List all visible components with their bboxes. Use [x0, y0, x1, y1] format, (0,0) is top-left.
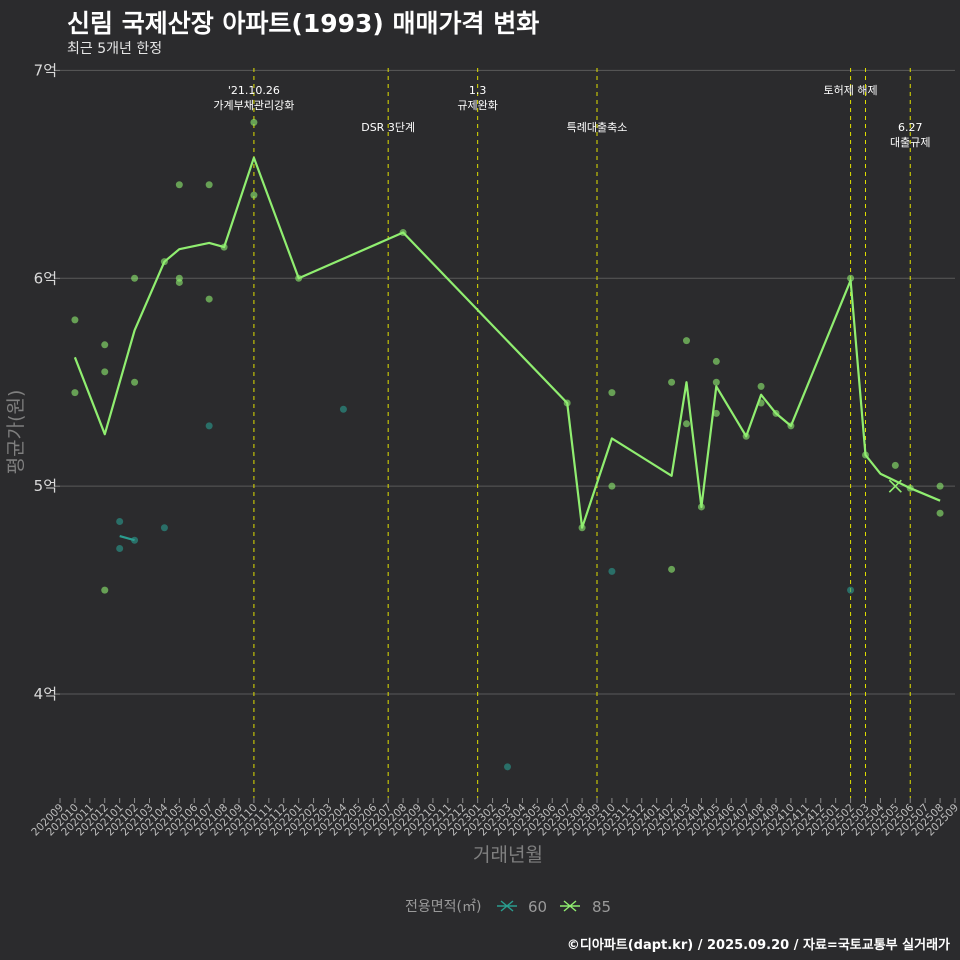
data-point-85 — [101, 368, 109, 376]
data-point-85 — [936, 482, 944, 490]
data-point-85 — [101, 586, 109, 594]
data-point-85 — [668, 565, 676, 573]
data-point-60 — [205, 422, 213, 430]
x-axis-title: 거래년월 — [473, 844, 543, 866]
data-point-60 — [160, 524, 168, 532]
cross-marker-85 — [888, 479, 902, 493]
data-point-85 — [712, 409, 720, 417]
event-label: 6.27 — [898, 121, 923, 134]
legend-key-60 — [497, 900, 517, 912]
data-point-60 — [847, 586, 855, 594]
data-point-85 — [131, 378, 139, 386]
source-caption: ©디아파트(dapt.kr) / 2025.09.20 / 자료=국토교통부 실… — [566, 938, 950, 953]
data-point-85 — [131, 274, 139, 282]
data-point-85 — [712, 357, 720, 365]
event-label: DSR 3단계 — [361, 121, 415, 134]
data-point-85 — [712, 378, 720, 386]
data-point-85 — [205, 181, 213, 189]
data-point-85 — [175, 278, 183, 286]
legend-label-60: 60 — [528, 898, 547, 916]
y-tick-label: 4억 — [34, 685, 57, 703]
data-point-85 — [71, 389, 79, 397]
series-line-85 — [73, 156, 941, 529]
data-point-85 — [205, 295, 213, 303]
chart-subtitle: 최근 5개년 한정 — [67, 41, 163, 57]
data-point-85 — [608, 482, 616, 490]
data-point-60 — [116, 518, 124, 526]
data-point-85 — [683, 420, 690, 428]
data-point-85 — [891, 461, 899, 469]
data-point-85 — [683, 337, 690, 345]
legend: 전용면적(㎡) 60 85 — [405, 898, 611, 916]
data-point-85 — [847, 274, 855, 282]
y-axis-ticks: 4억 5억 6억 7억 — [34, 61, 60, 703]
event-label: 특례대출축소 — [567, 121, 628, 134]
legend-title: 전용면적(㎡) — [405, 899, 481, 915]
legend-key-85 — [560, 900, 580, 912]
y-axis-title: 평균가(원) — [5, 390, 27, 475]
data-point-85 — [175, 181, 183, 189]
data-point-85 — [608, 389, 616, 397]
data-point-60 — [608, 567, 616, 575]
grid-lines — [60, 69, 955, 695]
y-tick-label: 5억 — [34, 477, 57, 495]
event-label: 1.3 — [469, 84, 487, 97]
series-layer — [71, 118, 944, 771]
data-point-85 — [757, 382, 765, 390]
data-point-85 — [101, 341, 109, 349]
data-point-85 — [936, 509, 944, 517]
event-label: 대출규제 — [890, 136, 930, 149]
series-line-60 — [119, 535, 135, 542]
y-tick-label: 6억 — [34, 269, 57, 287]
event-label: '21.10.26 — [228, 84, 280, 97]
data-point-85 — [71, 316, 79, 324]
data-point-85 — [668, 378, 676, 386]
legend-label-85: 85 — [592, 898, 611, 916]
x-axis-ticks: 2020092020102020112020122021012021022021… — [29, 798, 960, 838]
chart-title: 신림 국제산장 아파트(1993) 매매가격 변화 — [67, 9, 540, 38]
data-point-60 — [504, 763, 511, 771]
event-label: 규제완화 — [457, 99, 497, 112]
data-point-60 — [339, 405, 347, 413]
data-point-85 — [250, 118, 258, 126]
data-point-60 — [116, 545, 124, 553]
data-point-85 — [250, 191, 258, 199]
event-label: 가계부채관리강화 — [213, 99, 294, 112]
event-label: 토허제 해제 — [824, 83, 878, 97]
y-tick-label: 7억 — [34, 61, 57, 79]
